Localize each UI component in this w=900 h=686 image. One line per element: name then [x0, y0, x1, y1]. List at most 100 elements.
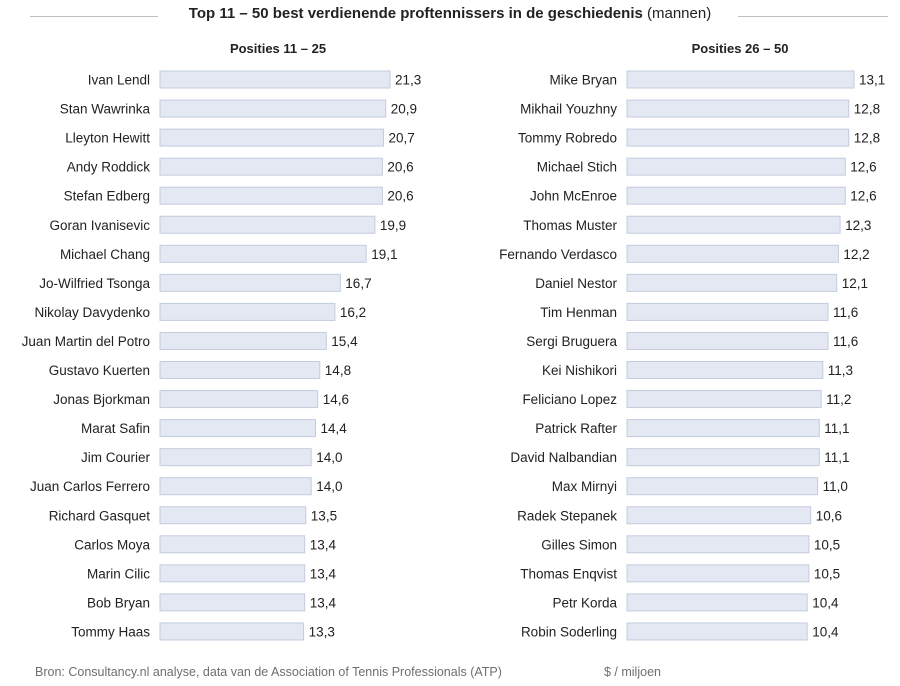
value-label: 12,3 [845, 218, 871, 233]
category-label: Feliciano Lopez [522, 392, 617, 407]
category-label: Jo-Wilfried Tsonga [39, 276, 150, 291]
bar [159, 564, 306, 583]
bar [159, 215, 376, 234]
value-label: 13,3 [309, 624, 335, 639]
category-label: Tommy Haas [71, 624, 150, 639]
bar [159, 448, 312, 467]
value-label: 14,0 [316, 450, 342, 465]
bar [159, 70, 391, 89]
bar [626, 390, 822, 409]
category-label: Radek Stepanek [517, 508, 617, 523]
value-label: 12,1 [842, 276, 868, 291]
bar-panel-2: Mike Bryan 13,1 Mikhail Youzhny 12,8 Tommy R… [499, 70, 885, 641]
bar-charts: Ivan Lendl 21,3 Stan Wawrinka 20,9 Lleyton H… [22, 70, 885, 641]
value-label: 13,1 [859, 73, 885, 88]
category-label: Marat Safin [81, 421, 150, 436]
value-label: 12,6 [850, 189, 876, 204]
bar-panel-1: Ivan Lendl 21,3 Stan Wawrinka 20,9 Lleyton H… [22, 70, 421, 641]
value-label: 12,2 [843, 247, 869, 262]
category-label: Fernando Verdasco [499, 247, 617, 262]
category-label: Max Mirnyi [552, 479, 617, 494]
value-label: 21,3 [395, 73, 421, 88]
bar [626, 331, 829, 350]
bar [626, 244, 839, 263]
category-label: Michael Chang [60, 247, 150, 262]
category-label: Jonas Bjorkman [53, 392, 150, 407]
bar [159, 273, 341, 292]
bar [626, 70, 855, 89]
unit-note: $ / miljoen [604, 665, 661, 679]
value-label: 10,4 [812, 624, 839, 639]
bar [159, 419, 316, 438]
category-label: Nikolay Davydenko [34, 305, 150, 320]
bar [159, 157, 383, 176]
bar [159, 390, 319, 409]
bar [626, 535, 810, 554]
value-label: 13,4 [310, 595, 337, 610]
category-label: Jim Courier [81, 450, 151, 465]
category-label: Stefan Edberg [64, 189, 150, 204]
chart-title-suffix: (mannen) [647, 5, 712, 22]
bar [159, 99, 387, 118]
value-label: 11,3 [828, 363, 853, 378]
category-label: Bob Bryan [87, 595, 150, 610]
bar [626, 128, 850, 147]
category-label: Michael Stich [537, 160, 617, 175]
category-label: John McEnroe [530, 189, 617, 204]
bar [626, 186, 846, 205]
bar [626, 593, 808, 612]
value-label: 20,7 [389, 131, 415, 146]
value-label: 11,1 [824, 450, 849, 465]
category-label: Juan Carlos Ferrero [30, 479, 150, 494]
category-label: Sergi Bruguera [526, 334, 617, 349]
bar [626, 273, 838, 292]
value-label: 20,6 [387, 160, 413, 175]
value-label: 16,2 [340, 305, 366, 320]
value-label: 10,5 [814, 566, 840, 581]
value-label: 13,4 [310, 566, 337, 581]
value-label: 13,5 [311, 508, 337, 523]
category-label: Ivan Lendl [88, 73, 150, 88]
value-label: 12,8 [854, 102, 880, 117]
left-panel-title: Posities 11 – 25 [229, 41, 327, 56]
title-row: Top 11 – 50 best verdienende proftenniss… [0, 4, 900, 28]
value-label: 14,6 [323, 392, 349, 407]
value-label: 11,0 [823, 479, 848, 494]
category-label: Robin Soderling [521, 624, 617, 639]
value-label: 14,0 [316, 479, 342, 494]
title-rule-right [738, 16, 888, 17]
bar [626, 622, 808, 641]
category-label: Tim Henman [540, 305, 617, 320]
value-label: 20,9 [391, 102, 417, 117]
value-label: 10,4 [812, 595, 839, 610]
bar [159, 331, 327, 350]
category-label: Patrick Rafter [535, 421, 617, 436]
bar [159, 186, 383, 205]
title-rule-left [30, 16, 158, 17]
bar [159, 244, 367, 263]
value-label: 19,9 [380, 218, 406, 233]
right-panel-title: Posities 26 – 50 [691, 41, 789, 56]
value-label: 11,6 [833, 334, 858, 349]
value-label: 14,8 [325, 363, 351, 378]
bar [159, 361, 321, 379]
bar [626, 419, 820, 438]
bar [159, 128, 384, 147]
value-label: 11,6 [833, 305, 858, 320]
value-label: 14,4 [321, 421, 348, 436]
bar [626, 215, 841, 234]
category-label: Lleyton Hewitt [65, 131, 150, 146]
bar [159, 535, 306, 554]
value-label: 20,6 [387, 189, 413, 204]
value-label: 11,2 [826, 392, 851, 407]
value-label: 12,6 [850, 160, 876, 175]
value-label: 11,1 [824, 421, 849, 436]
category-label: Juan Martin del Potro [22, 334, 150, 349]
bar [159, 506, 307, 525]
value-label: 12,8 [854, 131, 880, 146]
category-label: Daniel Nestor [535, 276, 617, 291]
category-label: Gilles Simon [541, 537, 617, 552]
bar [159, 593, 306, 612]
value-label: 15,4 [331, 334, 358, 349]
bar [626, 361, 824, 379]
